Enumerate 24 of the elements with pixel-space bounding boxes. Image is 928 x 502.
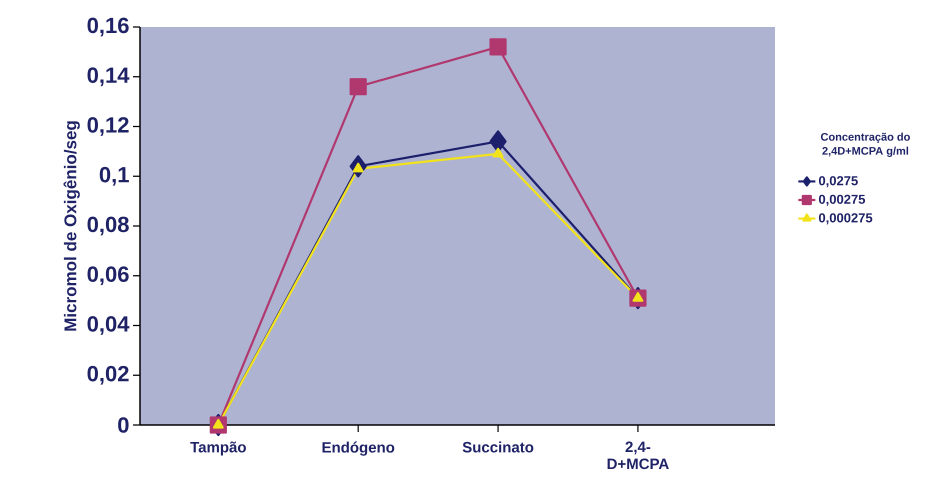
x-tick-label: 2,4-D+MCPA — [608, 442, 669, 470]
point — [632, 292, 644, 302]
point — [350, 78, 367, 96]
y-axis-title: Micromol de Oxigênio/seg — [64, 121, 80, 331]
y-tick-label: 0,02 — [88, 366, 129, 385]
y-tick-label: 0 — [118, 417, 129, 433]
legend-label: 0,000275 — [818, 213, 872, 224]
point — [352, 162, 364, 172]
point — [489, 38, 507, 56]
legend-label: 0,0275 — [818, 176, 858, 188]
point — [212, 418, 224, 429]
point — [492, 148, 504, 158]
y-tick-label: 0,16 — [88, 18, 129, 36]
y-tick-label: 0,04 — [88, 316, 130, 335]
legend-title: Concentração do 2,4D+MCPA g/ml — [820, 132, 910, 157]
y-tick-label: 0,12 — [88, 117, 129, 136]
y-tick-label: 0,14 — [88, 67, 130, 86]
y-tick-label: 0,08 — [88, 216, 129, 236]
x-tick-label: Endógeno — [322, 442, 394, 456]
legend-label: 0,00275 — [818, 194, 866, 206]
x-tick-label: Tampão — [190, 442, 246, 456]
x-tick-label: Succinato — [462, 442, 534, 453]
y-tick-label: 0,1 — [100, 166, 129, 186]
y-tick-label: 0,06 — [88, 266, 129, 286]
